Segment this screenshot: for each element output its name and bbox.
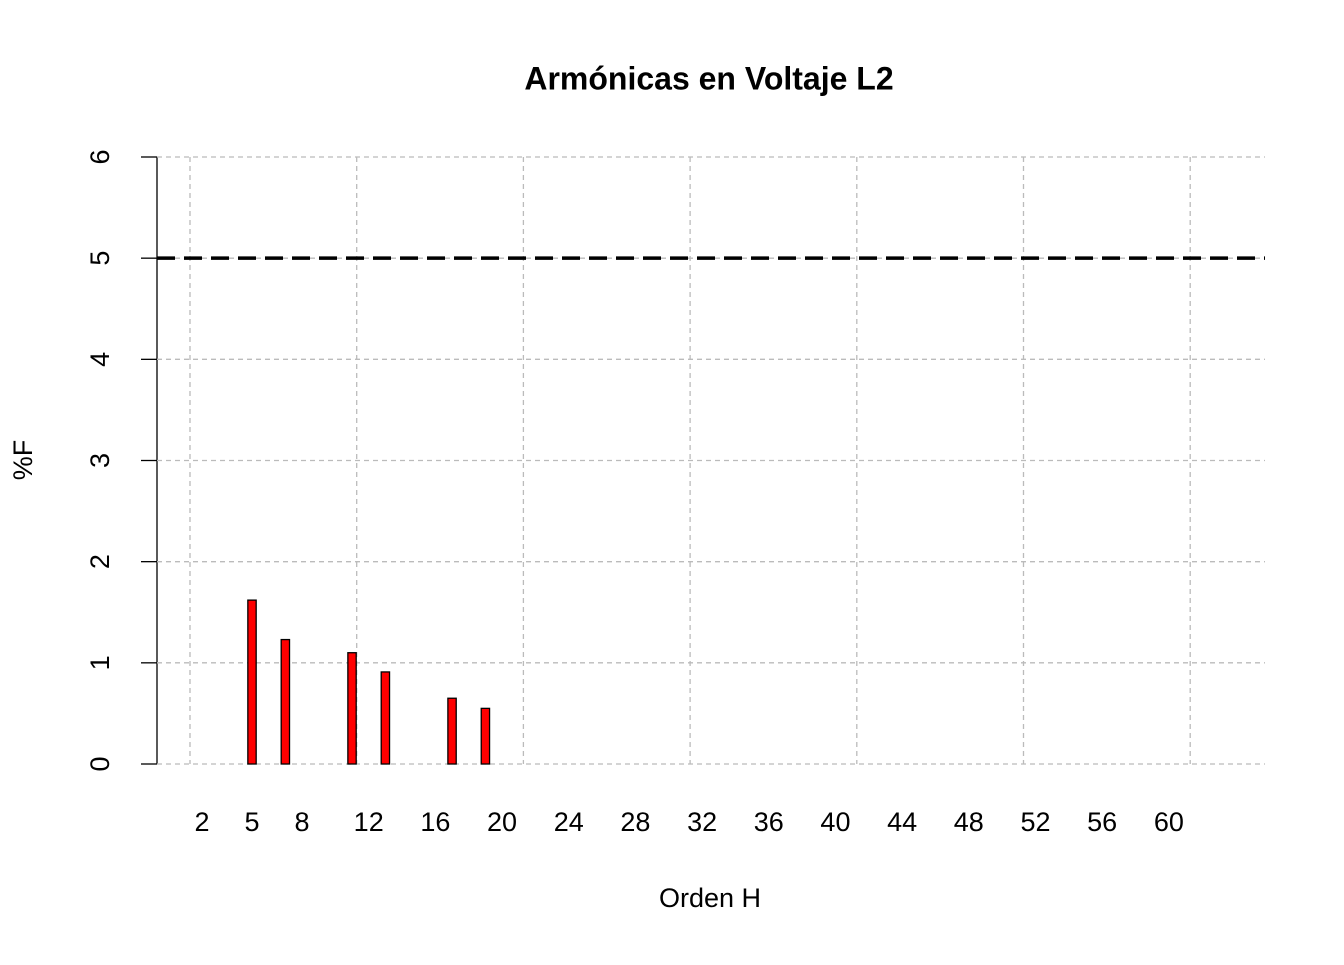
chart-title: Armónicas en Voltaje L2 <box>524 60 893 96</box>
y-tick-label: 1 <box>85 655 115 670</box>
x-tick-label: 16 <box>420 807 450 837</box>
y-tick-label: 6 <box>85 149 115 164</box>
y-tick-label: 5 <box>85 251 115 266</box>
x-tick-label: 28 <box>620 807 650 837</box>
x-tick-label: 60 <box>1154 807 1184 837</box>
y-tick-label: 2 <box>85 554 115 569</box>
bar <box>247 599 257 765</box>
x-tick-label: 24 <box>554 807 584 837</box>
x-tick-label: 32 <box>687 807 717 837</box>
bar <box>447 697 457 765</box>
y-axis-label: %F <box>8 440 38 481</box>
x-tick-label: 36 <box>754 807 784 837</box>
x-tick-label: 56 <box>1087 807 1117 837</box>
x-tick-label: 40 <box>820 807 850 837</box>
bar <box>480 707 491 765</box>
y-tick-label: 4 <box>85 352 115 367</box>
x-tick-label: 12 <box>354 807 384 837</box>
x-tick-label: 20 <box>487 807 517 837</box>
x-tick-label: 2 <box>194 807 209 837</box>
y-tick-label: 3 <box>85 453 115 468</box>
bar <box>347 652 357 765</box>
x-axis-label: Orden H <box>659 883 761 913</box>
y-tick-label: 0 <box>85 756 115 771</box>
x-tick-label: 5 <box>244 807 259 837</box>
x-tick-label: 48 <box>954 807 984 837</box>
x-tick-label: 44 <box>887 807 917 837</box>
x-tick-label: 52 <box>1020 807 1050 837</box>
bar <box>280 638 291 765</box>
x-tick-label: 8 <box>295 807 310 837</box>
bar <box>380 671 391 765</box>
